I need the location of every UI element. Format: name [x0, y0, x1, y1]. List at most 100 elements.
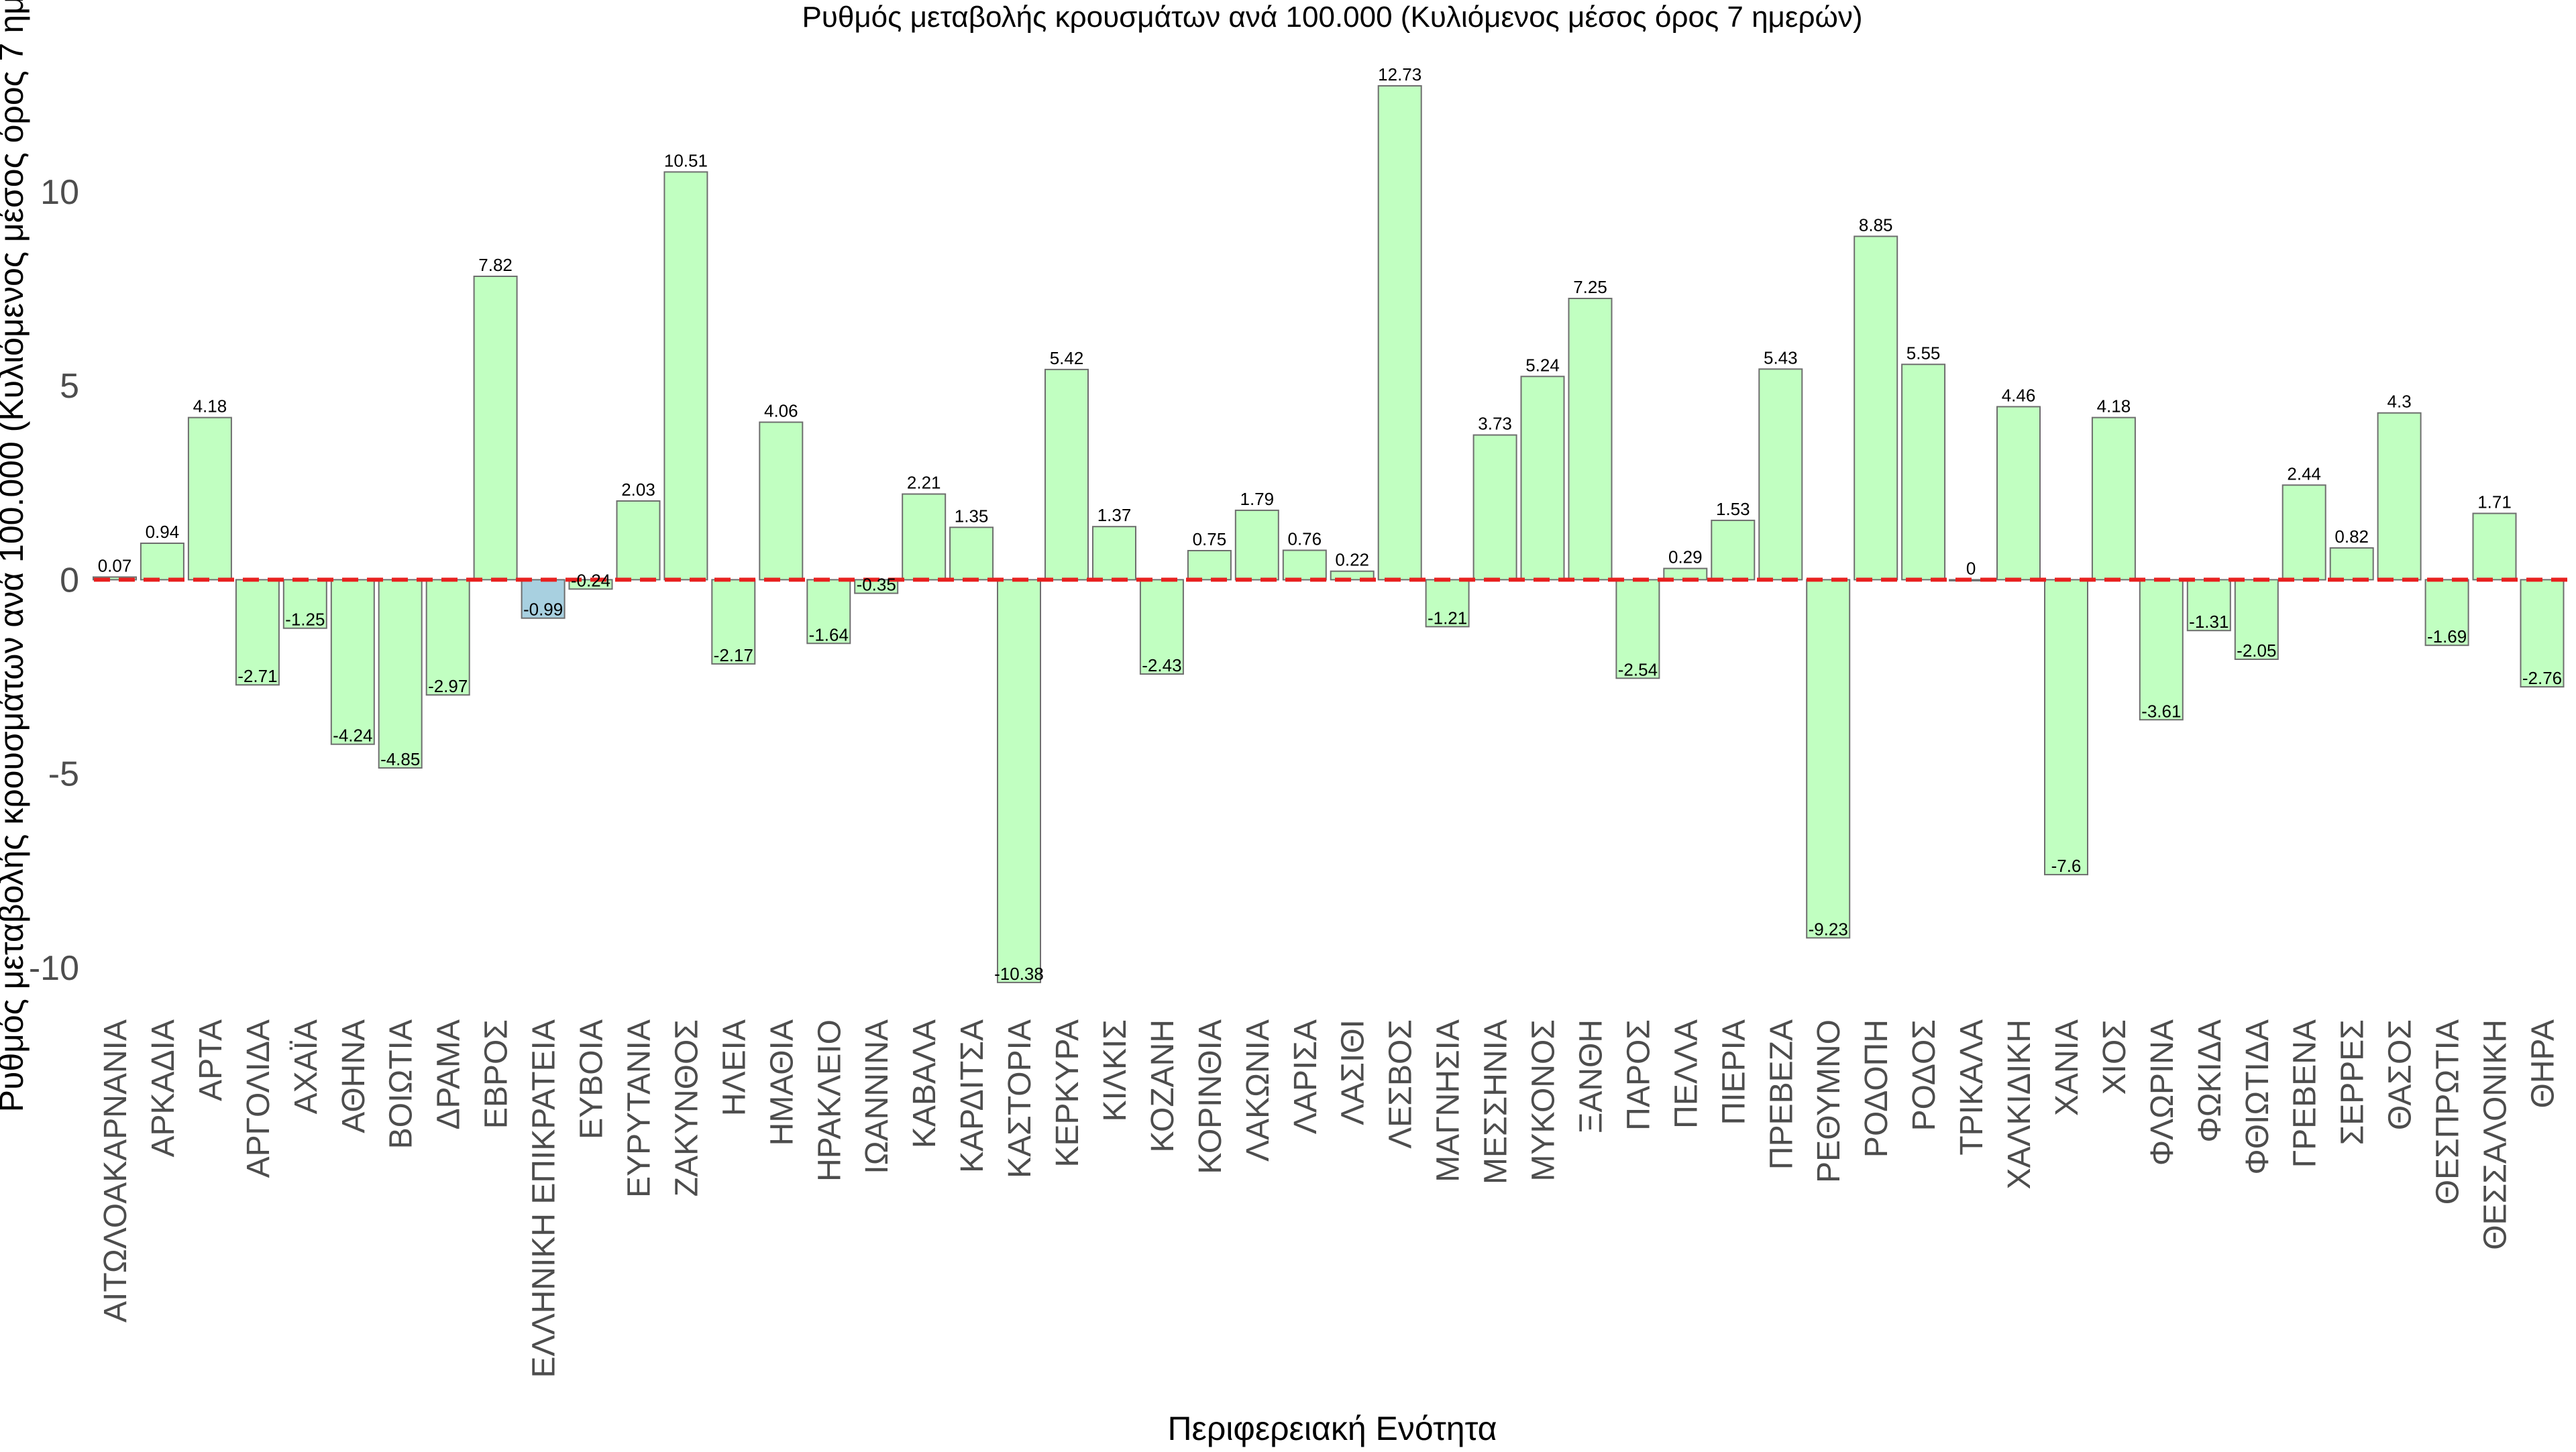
bar [425, 579, 470, 696]
bar [2139, 579, 2184, 721]
data-label: -1.25 [285, 610, 325, 630]
bar [378, 579, 423, 769]
bar [1854, 235, 1898, 581]
category-label: ΗΡΑΚΛΕΙΟ [812, 1019, 847, 1182]
bar [473, 276, 518, 581]
category-label: ΠΑΡΟΣ [1621, 1019, 1656, 1131]
data-label: 0.07 [98, 555, 132, 575]
bar [93, 576, 137, 581]
category-label: ΑΡΚΑΔΙΑ [146, 1019, 181, 1157]
data-label: 10.51 [664, 150, 708, 170]
bar [521, 579, 566, 619]
category-label: ΑΘΗΝΑ [336, 1019, 372, 1133]
category-label: ΘΕΣΠΡΩΤΙΑ [2430, 1019, 2466, 1205]
bars [93, 85, 2565, 983]
x-axis-title: Περιφερειακή Ενότητα [1167, 1410, 1497, 1447]
category-label: ΚΟΡΙΝΘΙΑ [1193, 1019, 1228, 1174]
bar [1187, 550, 1232, 581]
data-label: 0 [1966, 558, 1976, 578]
bar [1758, 368, 1803, 581]
data-label: 1.71 [2477, 492, 2512, 512]
bar [2044, 579, 2088, 876]
data-label: 0.22 [1335, 550, 1369, 570]
y-axis-title: Ρυθμός μεταβολής κρουσμάτων ανά 100.000 … [0, 0, 30, 1112]
category-label: ΚΑΒΑΛΑ [907, 1019, 943, 1148]
y-axis: -10 -5 0 5 10 [29, 173, 79, 988]
category-label: ΚΑΣΤΟΡΙΑ [1002, 1019, 1038, 1178]
data-label: 1.53 [1716, 499, 1750, 519]
data-label: 2.21 [907, 473, 941, 493]
bar [902, 493, 947, 581]
y-tick-label: 5 [60, 367, 79, 406]
data-label: 5.55 [1907, 343, 1941, 363]
y-tick-label: -5 [48, 755, 79, 794]
bar [1139, 579, 1184, 675]
bar [187, 416, 232, 581]
data-label: -3.61 [2141, 701, 2181, 721]
category-label: ΔΡΑΜΑ [431, 1019, 467, 1130]
data-label: -4.24 [333, 726, 372, 746]
bar [1472, 434, 1517, 581]
data-label: -9.23 [1809, 919, 1848, 939]
category-label: ΠΕΛΛΑ [1668, 1019, 1704, 1129]
category-label: ΡΕΘΥΜΝΟ [1811, 1019, 1847, 1183]
category-label: ΙΩΑΝΝΙΝΑ [859, 1019, 895, 1174]
bar [2234, 579, 2279, 661]
data-label: -2.05 [2237, 640, 2276, 661]
data-label: -7.6 [2051, 856, 2082, 876]
category-label: ΛΑΚΩΝΙΑ [1240, 1019, 1276, 1162]
chart-title: Ρυθμός μεταβολής κρουσμάτων ανά 100.000 … [802, 1, 1862, 34]
data-label: 12.73 [1378, 64, 1421, 85]
data-label: 0.75 [1193, 529, 1227, 549]
bar [1330, 570, 1375, 581]
bar [2472, 512, 2517, 581]
data-label: -1.64 [809, 624, 849, 645]
category-label: ΚΟΖΑΝΗ [1145, 1019, 1181, 1153]
category-label: ΠΙΕΡΙΑ [1716, 1019, 1752, 1125]
category-label: ΘΗΡΑ [2526, 1019, 2561, 1108]
data-label: -1.21 [1428, 608, 1467, 628]
data-label: 8.85 [1859, 215, 1893, 235]
category-label: ΜΑΓΝΗΣΙΑ [1431, 1019, 1466, 1182]
bar [330, 579, 375, 745]
category-label: ΛΑΣΙΘΙ [1336, 1019, 1371, 1125]
value-labels: 0.07 0.94 4.18 -2.71 -1.25 -4.24 -4.85 -2.97 7.8… [98, 64, 2562, 984]
bar [997, 579, 1041, 983]
category-label: ΕΒΡΟΣ [479, 1019, 515, 1129]
bar [1711, 519, 1756, 581]
bar [1615, 579, 1660, 679]
data-label: 5.42 [1050, 348, 1084, 368]
data-label: -2.71 [237, 666, 277, 686]
category-label: ΑΡΓΟΛΙΔΑ [241, 1019, 276, 1178]
bar [711, 579, 756, 665]
bar [1092, 526, 1136, 581]
bar [1234, 509, 1279, 581]
data-label: 1.79 [1240, 489, 1274, 509]
data-label: 4.46 [2002, 385, 2036, 405]
category-label: ΓΡΕΒΕΝΑ [2288, 1019, 2323, 1168]
category-label: ΡΟΔΟΠΗ [1859, 1019, 1894, 1158]
bar [1044, 368, 1089, 581]
bar [949, 526, 994, 581]
y-tick-label: -10 [29, 949, 79, 988]
bar [2186, 579, 2231, 632]
data-label: 3.73 [1478, 414, 1512, 434]
data-label: 5.43 [1764, 347, 1798, 368]
category-label: ΠΡΕΒΕΖΑ [1764, 1019, 1799, 1170]
y-tick-label: 10 [40, 173, 79, 212]
category-label: ΧΙΟΣ [2097, 1019, 2133, 1095]
category-label: ΕΛΛΗΝΙΚΗ ΕΠΙΚΡΑΤΕΙΑ [527, 1019, 562, 1378]
data-label: -10.38 [994, 964, 1044, 984]
x-axis: ΑΙΤΩΛΟΑΚΑΡΝΑΝΙΑ ΑΡΚΑΔΙΑ ΑΡΤΑ ΑΡΓΟΛΙΔΑ ΑΧΑΪΑ Α… [98, 1019, 2561, 1378]
bar [1282, 549, 1327, 581]
category-label: ΘΕΣΣΑΛΟΝΙΚΗ [2478, 1019, 2514, 1250]
data-label: 5.24 [1525, 355, 1560, 375]
data-label: -1.31 [2189, 612, 2229, 632]
bar [663, 171, 708, 581]
data-label: 4.18 [2097, 396, 2131, 416]
data-label: 0.94 [146, 522, 180, 542]
data-label: 0.29 [1668, 547, 1703, 567]
data-label: -0.24 [571, 570, 610, 590]
bar [2282, 484, 2326, 581]
category-label: ΕΥΒΟΙΑ [574, 1019, 610, 1139]
